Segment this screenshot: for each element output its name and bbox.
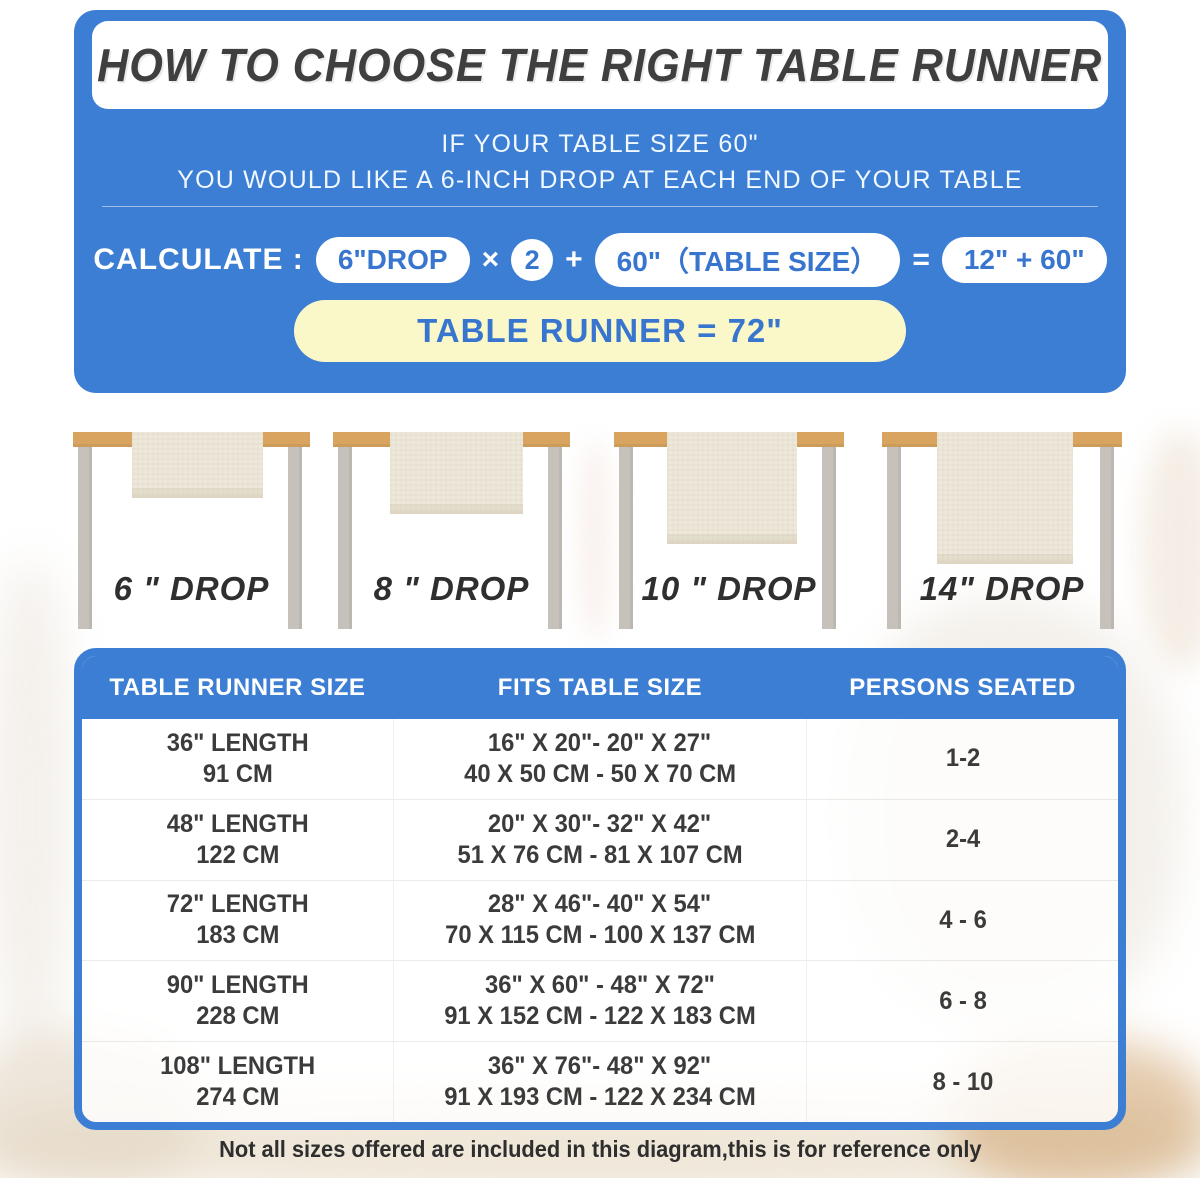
table-leg-right [1100,447,1114,629]
drop-pill: 6"DROP [315,237,470,283]
table-row: 48" LENGTH 122 CM 20" X 30"- 32" X 42" 5… [82,798,1118,880]
runner-size-inches: 90" LENGTH [166,971,309,1000]
table-row: 36" LENGTH 91 CM 16" X 20"- 20" X 27" 40… [82,719,1118,799]
runner-size-cm: 183 CM [195,921,279,950]
table-row: 72" LENGTH 183 CM 28" X 46"- 40" X 54" 7… [82,879,1118,961]
runner-size-inches: 48" LENGTH [166,809,309,838]
runner-size-cm: 274 CM [195,1083,279,1112]
disclaimer-note: Not all sizes offered are included in th… [0,1136,1200,1163]
result-banner: TABLE RUNNER = 72" [294,300,906,362]
fits-size-inches: 16" X 20"- 20" X 27" [488,728,712,757]
plus-sign: + [565,243,583,276]
persons-seated: 8 - 10 [932,1067,993,1096]
persons-seated: 6 - 8 [938,986,987,1015]
table-leg-left [78,447,92,629]
runner-cloth [390,432,523,514]
runner-size-cell: 36" LENGTH 91 CM [82,719,393,799]
subtitle-line-2: YOU WOULD LIKE A 6-INCH DROP AT EACH END… [177,166,1023,194]
fits-size-cell: 20" X 30"- 32" X 42" 51 X 76 CM - 81 X 1… [392,799,808,880]
sum-pill: 12" + 60" [941,237,1107,283]
fits-size-inches: 28" X 46"- 40" X 54" [488,890,712,919]
size-chart-panel: TABLE RUNNER SIZE FITS TABLE SIZE PERSON… [74,648,1126,1130]
equals-sign: = [912,243,930,276]
drop-figure-10in: 10 " DROP [614,432,844,632]
divider-line [102,206,1098,207]
persons-cell: 8 - 10 [807,1042,1118,1122]
persons-seated: 1-2 [945,744,980,773]
fits-size-cell: 16" X 20"- 20" X 27" 40 X 50 CM - 50 X 7… [392,719,808,799]
table-leg-right [822,447,836,629]
fits-size-inches: 36" X 60" - 48" X 72" [485,971,715,1000]
runner-size-inches: 36" LENGTH [166,728,309,757]
drop-figure-6in: 6 " DROP [73,432,310,632]
runner-size-cm: 91 CM [202,759,273,788]
calculate-label: CALCULATE : [93,243,304,276]
drop-label: 8 " DROP [373,570,530,607]
calculation-row: CALCULATE : 6"DROP × 2 + 60"（TABLE SIZE）… [74,232,1126,288]
persons-seated: 4 - 6 [938,905,987,934]
fits-size-inches: 20" X 30"- 32" X 42" [488,809,712,838]
table-leg-right [548,447,562,629]
fits-size-cm: 91 X 193 CM - 122 X 234 CM [444,1083,756,1112]
drop-figure-14in: 14" DROP [882,432,1122,632]
persons-cell: 1-2 [807,719,1118,799]
drop-label: 10 " DROP [641,570,817,607]
size-chart-header: TABLE RUNNER SIZE FITS TABLE SIZE PERSON… [82,656,1118,719]
size-chart-body: 36" LENGTH 91 CM 16" X 20"- 20" X 27" 40… [82,719,1118,1122]
background-blur-left [0,560,70,1060]
multiplier-badge: 2 [511,239,554,281]
persons-cell: 4 - 6 [807,881,1118,961]
table-row: 90" LENGTH 228 CM 36" X 60" - 48" X 72" … [82,960,1118,1042]
title-box: HOW TO CHOOSE THE RIGHT TABLE RUNNER [92,21,1108,109]
drop-figure-8in: 8 " DROP [333,432,570,632]
guide-panel: HOW TO CHOOSE THE RIGHT TABLE RUNNER IF … [74,10,1126,393]
fits-size-cm: 40 X 50 CM - 50 X 70 CM [464,759,736,788]
table-row: 108" LENGTH 274 CM 36" X 76"- 48" X 92" … [82,1041,1118,1122]
runner-cloth [667,432,797,544]
column-header-fits-size: FITS TABLE SIZE [497,673,703,701]
disclaimer-text: Not all sizes offered are included in th… [218,1136,982,1162]
drop-label: 14" DROP [919,570,1085,607]
table-leg-left [887,447,901,629]
persons-cell: 6 - 8 [807,961,1118,1041]
column-header-runner-size: TABLE RUNNER SIZE [109,673,366,701]
persons-cell: 2-4 [807,800,1118,880]
runner-size-cell: 108" LENGTH 274 CM [82,1042,393,1122]
table-size-pill: 60"（TABLE SIZE） [594,233,901,287]
column-header-persons: PERSONS SEATED [849,673,1076,701]
fits-size-inches: 36" X 76"- 48" X 92" [488,1052,712,1081]
runner-size-cm: 122 CM [195,840,279,869]
fits-size-cm: 70 X 115 CM - 100 X 137 CM [444,921,756,950]
runner-cloth [132,432,263,498]
runner-size-cell: 72" LENGTH 183 CM [82,881,393,961]
runner-size-cell: 90" LENGTH 228 CM [82,961,393,1041]
fits-size-cell: 36" X 60" - 48" X 72" 91 X 152 CM - 122 … [392,961,808,1042]
fits-size-cm: 91 X 152 CM - 122 X 183 CM [444,1002,756,1031]
fits-size-cell: 36" X 76"- 48" X 92" 91 X 193 CM - 122 X… [392,1042,808,1122]
runner-size-cell: 48" LENGTH 122 CM [82,800,393,880]
fits-size-cm: 51 X 76 CM - 81 X 107 CM [457,840,743,869]
runner-size-inches: 108" LENGTH [159,1052,315,1081]
background-blur-right-strip [1140,430,1200,670]
multiply-sign: × [481,243,500,276]
drop-label: 6 " DROP [113,570,270,607]
runner-cloth [937,432,1073,564]
persons-seated: 2-4 [945,825,980,854]
subtitle-line-1: IF YOUR TABLE SIZE 60" [441,130,759,158]
table-leg-right [288,447,302,629]
table-leg-left [338,447,352,629]
page-title: HOW TO CHOOSE THE RIGHT TABLE RUNNER [97,39,1103,91]
fits-size-cell: 28" X 46"- 40" X 54" 70 X 115 CM - 100 X… [392,880,808,961]
background-blur-mid [580,440,610,640]
table-leg-left [619,447,633,629]
runner-size-cm: 228 CM [195,1002,279,1031]
runner-size-inches: 72" LENGTH [166,890,309,919]
